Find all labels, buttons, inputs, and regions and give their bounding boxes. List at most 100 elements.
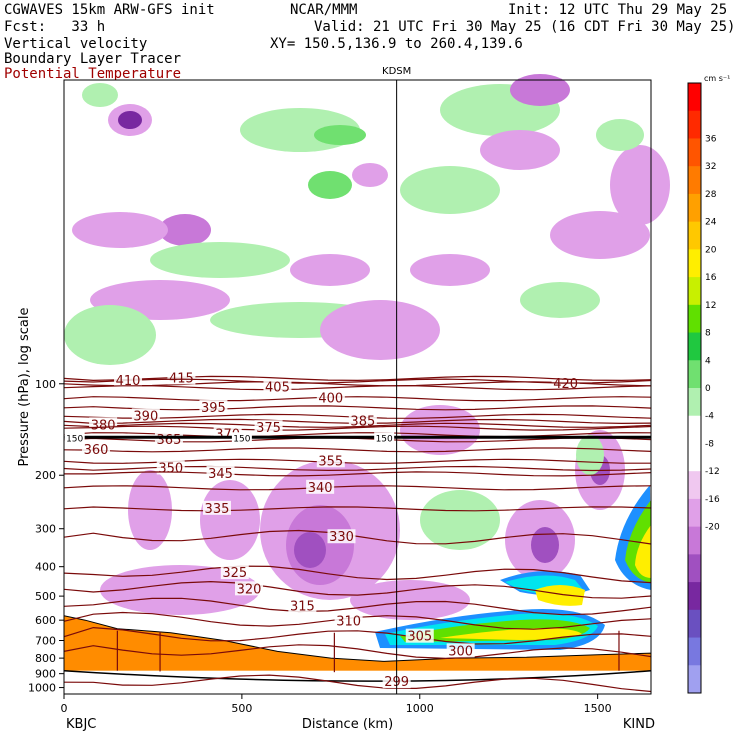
colorbar-swatch: [688, 471, 701, 500]
ground-line: [63, 669, 652, 682]
w-contour-area: [159, 214, 211, 246]
bl-tracer-area: [440, 628, 582, 640]
bl-tracer-area: [535, 585, 585, 606]
right-endpoint-label: KIND: [623, 717, 655, 732]
theta-label: 420: [553, 377, 578, 392]
colorbar-swatch: [688, 665, 701, 694]
tropopause-label: 150: [376, 434, 393, 444]
theta-label: 395: [201, 401, 226, 416]
theta-label: 345: [208, 467, 233, 482]
init-time: Init: 12 UTC Thu 29 May 25: [508, 2, 728, 18]
colorbar-swatch: [688, 637, 701, 666]
w-contour-area: [610, 145, 670, 225]
colorbar-swatch: [688, 360, 701, 389]
colorbar-swatch: [688, 609, 701, 639]
w-contour-area: [72, 212, 168, 248]
theta-label: 365: [157, 433, 182, 448]
theta-line: [63, 644, 652, 660]
theta-label-bg: [199, 399, 228, 414]
w-contour-area: [352, 163, 388, 187]
colorbar-label: -4: [705, 412, 714, 422]
theta-label-bg: [348, 413, 377, 428]
theta-label: 380: [91, 418, 116, 433]
tropopause-label-bg: [374, 432, 395, 443]
w-contour-area: [350, 580, 470, 620]
theta-label: 355: [318, 454, 343, 469]
colorbar-frame: [687, 82, 702, 694]
theta-line: [63, 425, 652, 431]
theta-label: 300: [448, 644, 473, 659]
colorbar-swatch: [688, 304, 701, 334]
colorbar-units: cm s⁻¹: [704, 74, 730, 83]
theta-label-bg: [206, 465, 235, 480]
w-contour-area: [576, 435, 604, 475]
colorbar-swatch: [688, 83, 701, 112]
colorbar-swatch: [688, 277, 701, 306]
x-tick-label: 500: [231, 702, 252, 715]
w-contour-area: [128, 470, 172, 550]
w-contour-area: [200, 480, 260, 560]
colorbar-swatch: [688, 249, 701, 278]
vertical-velocity-field: [64, 74, 670, 620]
theta-line: [63, 506, 652, 512]
theta-label-bg: [114, 373, 143, 388]
theta-label: 400: [318, 392, 343, 407]
kdsm-label: KDSM: [382, 66, 411, 77]
forecast-hour: Fcst: 33 h: [4, 19, 106, 35]
colorbar-label: 4: [705, 356, 711, 366]
w-contour-area: [531, 527, 559, 563]
model-title: CGWAVES 15km ARW-GFS init: [4, 2, 215, 18]
w-contour-area: [150, 242, 290, 278]
colorbar-swatch: [688, 166, 701, 195]
theta-label: 335: [205, 502, 230, 517]
colorbar-swatch: [688, 443, 701, 472]
colorbar-swatch: [688, 554, 701, 583]
theta-line: [63, 597, 652, 616]
theta-label-bg: [316, 390, 345, 405]
valid-time: Valid: 21 UTC Fri 30 May 25 (16 CDT Fri …: [314, 19, 736, 35]
colorbar-swatch: [688, 498, 701, 528]
x-tick-label: 1500: [584, 702, 612, 715]
theta-line: [63, 674, 652, 693]
theta-label-bg: [405, 628, 434, 643]
w-contour-area: [420, 490, 500, 550]
theta-line: [64, 471, 652, 477]
theta-label-bg: [327, 529, 356, 544]
tropopause-label-bg: [64, 432, 85, 443]
colorbar-swatch: [688, 526, 701, 555]
theta-line: [63, 447, 652, 453]
colorbar-label: 8: [705, 329, 711, 339]
theta-label-bg: [254, 420, 283, 435]
y-tick-label: 900: [35, 668, 56, 681]
theta-label-bg: [154, 431, 183, 446]
w-contour-area: [480, 130, 560, 170]
w-contour-area: [400, 405, 480, 455]
org-label: NCAR/MMM: [290, 2, 358, 18]
w-contour-area: [550, 211, 650, 259]
xy-endpoints: XY= 150.5,136.9 to 260.4,139.6: [270, 36, 523, 52]
w-contour-area: [308, 171, 352, 199]
y-tick-label: 400: [35, 561, 56, 574]
left-endpoint-label: KBJC: [66, 717, 96, 732]
theta-line: [63, 385, 652, 391]
w-contour-area: [520, 282, 600, 318]
colorbar-swatch: [688, 332, 701, 361]
theta-label: 410: [116, 374, 141, 389]
theta-label: 375: [256, 421, 281, 436]
colorbar-swatch: [688, 193, 701, 223]
theta-label-bg: [167, 370, 196, 385]
colorbar-swatch: [688, 221, 701, 250]
y-axis-label: Pressure (hPa), log scale: [17, 308, 32, 467]
colorbar-label: 12: [705, 301, 716, 311]
theta-label: 325: [222, 566, 247, 581]
colorbar-swatch: [688, 138, 701, 167]
bl-tracer-area: [635, 525, 651, 578]
tropopause-label: 150: [233, 434, 250, 444]
tropopause-label-bg: [231, 432, 252, 443]
theta-label: 360: [84, 443, 109, 458]
theta-line: [63, 378, 652, 384]
theta-label: 340: [308, 481, 333, 496]
w-contour-area: [82, 83, 118, 107]
theta-label-bg: [202, 500, 231, 515]
